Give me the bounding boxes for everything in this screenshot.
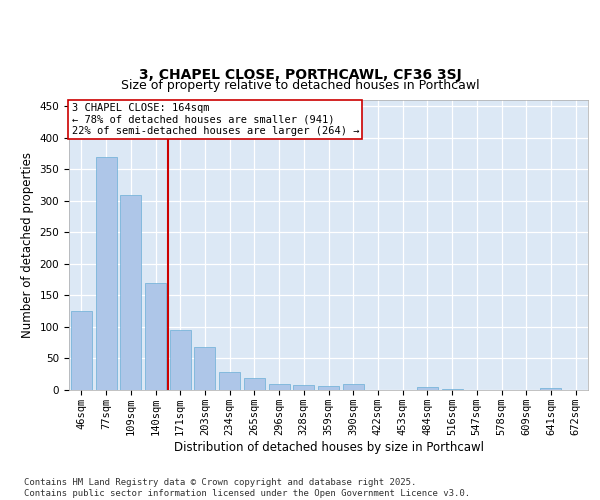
Bar xyxy=(293,385,314,390)
Text: 3, CHAPEL CLOSE, PORTHCAWL, CF36 3SJ: 3, CHAPEL CLOSE, PORTHCAWL, CF36 3SJ xyxy=(139,68,461,82)
Text: Contains HM Land Registry data © Crown copyright and database right 2025.
Contai: Contains HM Land Registry data © Crown c… xyxy=(24,478,470,498)
Bar xyxy=(343,384,364,390)
Bar xyxy=(541,388,562,390)
X-axis label: Distribution of detached houses by size in Porthcawl: Distribution of detached houses by size … xyxy=(173,440,484,454)
Bar xyxy=(170,330,191,390)
Bar xyxy=(71,310,92,390)
Bar xyxy=(318,386,339,390)
Bar xyxy=(120,194,141,390)
Bar xyxy=(269,384,290,390)
Bar xyxy=(219,372,240,390)
Bar xyxy=(417,388,438,390)
Bar xyxy=(145,283,166,390)
Text: Size of property relative to detached houses in Porthcawl: Size of property relative to detached ho… xyxy=(121,80,479,92)
Bar xyxy=(95,156,116,390)
Bar xyxy=(244,378,265,390)
Y-axis label: Number of detached properties: Number of detached properties xyxy=(21,152,34,338)
Bar xyxy=(194,347,215,390)
Bar xyxy=(442,388,463,390)
Text: 3 CHAPEL CLOSE: 164sqm
← 78% of detached houses are smaller (941)
22% of semi-de: 3 CHAPEL CLOSE: 164sqm ← 78% of detached… xyxy=(71,103,359,136)
